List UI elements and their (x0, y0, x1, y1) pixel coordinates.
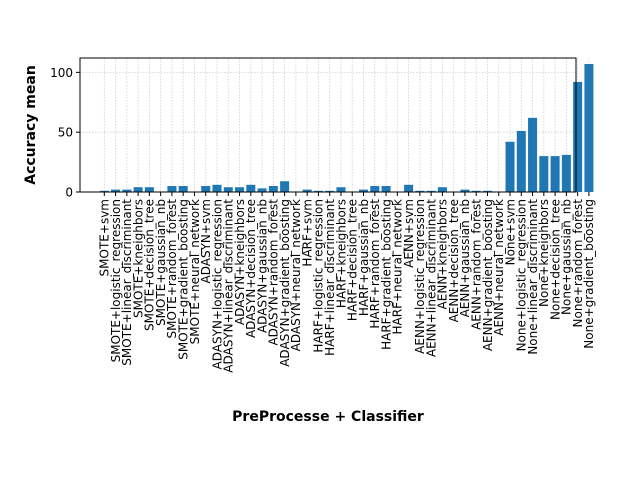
bar (111, 189, 121, 192)
x-tick-label: SMOTE+random_forest (165, 199, 179, 339)
x-tick-label: ADASYN+linear_discriminant (222, 199, 236, 373)
x-tick-label: SMOTE+neural_network (188, 199, 202, 344)
bar (381, 186, 391, 192)
bar (212, 184, 222, 192)
bar (178, 186, 188, 192)
x-tick-label: HARF+gradient_boosting (379, 199, 393, 350)
x-tick-label: None+gradient_boosting (582, 199, 596, 349)
x-tick-label: SMOTE+logistic_regression (109, 199, 123, 362)
bar (471, 190, 481, 192)
x-tick-label: None+random_forest (571, 199, 585, 328)
x-tick-label: ADASYN+decision_tree (244, 199, 258, 338)
x-tick-label: ADASYN+neural_network (289, 199, 303, 351)
bar (313, 190, 323, 192)
bar (539, 156, 549, 192)
x-tick-label: AENN+linear_discriminant (424, 199, 438, 357)
x-tick-label: None+decision_tree (548, 199, 562, 320)
x-tick-label: AENN+kneighbors (436, 199, 450, 309)
x-tick-label: None+logistic_regression (515, 199, 529, 351)
x-tick-label: HARF+decision_tree (346, 199, 360, 321)
x-tick-label: HARF+svm (300, 199, 314, 267)
y-tick-label: 50 (58, 126, 73, 140)
bar (359, 189, 369, 192)
y-axis-ticks: 0 50 100 (50, 66, 80, 200)
bar (133, 187, 143, 192)
x-tick-label: AENN+gaussian_nb (458, 199, 472, 317)
bar (426, 190, 436, 192)
bar (561, 154, 571, 192)
x-tick-label: None+kneighbors (537, 199, 551, 307)
x-tick-label: None+linear_discriminant (526, 199, 540, 355)
plot-frame (79, 57, 577, 193)
bar (482, 190, 492, 192)
bar (336, 187, 346, 192)
y-tick-label: 100 (50, 66, 73, 80)
x-tick-label: AENN+neural_network (492, 199, 506, 336)
y-tick-label: 0 (65, 186, 73, 200)
x-tick-label: AENN+random_forest (470, 199, 484, 330)
x-tick-label: HARF+linear_discriminant (323, 199, 337, 356)
bar (573, 81, 583, 192)
x-tick-label: SMOTE+linear_discriminant (120, 199, 134, 366)
bar (325, 190, 335, 192)
x-tick-label: AENN+logistic_regression (413, 199, 427, 354)
x-tick-label: AENN+svm (402, 199, 416, 268)
bar (235, 187, 245, 192)
bar (246, 184, 256, 192)
x-tick-label: SMOTE+decision_tree (143, 199, 157, 331)
bar (268, 186, 278, 192)
x-tick-label: HARF+logistic_regression (312, 199, 326, 353)
bar (505, 141, 515, 192)
bar (516, 130, 526, 192)
x-tick-label: ADASYN+logistic_regression (210, 199, 224, 369)
x-tick-label: ADASYN+gaussian_nb (255, 199, 269, 333)
x-axis-label: PreProcesse + Classifier (232, 409, 424, 425)
x-tick-label: HARF+random_forest (368, 199, 382, 329)
bar (201, 186, 211, 192)
y-axis-label: Accuracy mean (23, 65, 39, 185)
bar (144, 187, 154, 192)
bar (460, 189, 470, 192)
bar (280, 181, 290, 192)
bar (167, 186, 177, 192)
bar (302, 189, 312, 192)
x-tick-label: ADASYN+svm (199, 199, 213, 283)
bar (584, 63, 594, 192)
x-tick-label: SMOTE+gaussian_nb (154, 199, 168, 326)
bar (122, 189, 132, 192)
bar (404, 184, 414, 192)
bars (99, 63, 594, 192)
x-tick-label: SMOTE+gradient_boosting (176, 199, 190, 360)
bar (223, 187, 233, 192)
bar (528, 117, 538, 192)
bar (257, 188, 267, 192)
x-tick-label: HARF+gaussian_nb (357, 199, 371, 316)
bar (415, 190, 425, 192)
x-tick-label: AENN+gradient_boosting (481, 199, 495, 351)
bar (437, 187, 447, 192)
x-axis-ticks: SMOTE+svmSMOTE+logistic_regressionSMOTE+… (98, 192, 596, 373)
x-tick-label: HARF+kneighbors (334, 199, 348, 308)
x-tick-label: None+gaussian_nb (560, 199, 574, 315)
x-tick-label: SMOTE+svm (98, 199, 112, 276)
x-tick-label: ADASYN+random_forest (267, 199, 281, 346)
bar (370, 186, 380, 192)
x-tick-label: ADASYN+gradient_boosting (278, 199, 292, 367)
x-tick-label: AENN+decision_tree (447, 199, 461, 322)
x-tick-label: ADASYN+kneighbors (233, 199, 247, 325)
bar (99, 190, 109, 192)
bar (550, 156, 560, 192)
x-tick-label: None+svm (503, 199, 517, 265)
x-tick-label: SMOTE+kneighbors (131, 199, 145, 318)
x-tick-label: HARF+neural_network (391, 199, 405, 335)
